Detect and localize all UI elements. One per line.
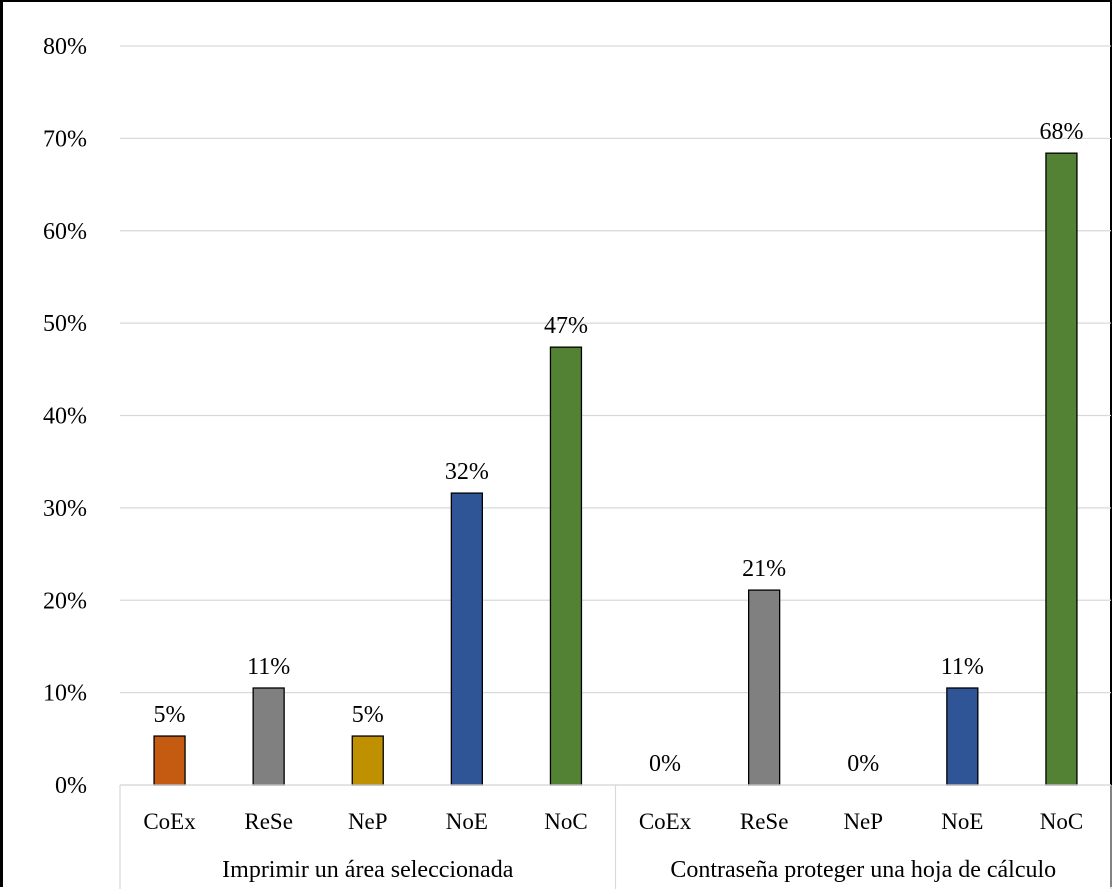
- bar-noe: [946, 687, 979, 786]
- data-label: 47%: [544, 313, 588, 339]
- x-group-label: Contraseña proteger una hoja de cálculo: [670, 857, 1056, 883]
- x-category-label: NoE: [941, 809, 983, 834]
- x-category-label: NoC: [544, 809, 587, 834]
- bar-chart: 0% 10% 20% 30% 40% 50% 60% 70% 80% 5% 11% 5% 32% 47%…: [43, 34, 1112, 889]
- x-category-label: NeP: [843, 809, 883, 834]
- data-label: 5%: [352, 702, 384, 728]
- y-tick-label: 50%: [43, 311, 87, 337]
- x-group-label: Imprimir un área seleccionada: [222, 857, 514, 883]
- bar-noc: [549, 346, 583, 786]
- y-tick-label: 30%: [43, 496, 87, 522]
- x-category-label: CoEx: [639, 809, 692, 834]
- bar-noe: [450, 492, 484, 786]
- bar-nep: [351, 735, 384, 786]
- data-label: 11%: [941, 654, 984, 680]
- y-tick-label: 20%: [43, 588, 87, 614]
- bar-rese: [748, 589, 781, 786]
- x-category-label: ReSe: [740, 809, 789, 834]
- y-tick-label: 60%: [43, 219, 87, 245]
- y-tick-label: 70%: [43, 126, 87, 152]
- bar-coex: [153, 735, 186, 786]
- x-category-label: NoC: [1040, 809, 1083, 834]
- data-labels: 5% 11% 5% 32% 47% 0% 21% 0% 11% 68%: [154, 119, 1084, 777]
- y-axis-ticks: 0% 10% 20% 30% 40% 50% 60% 70% 80%: [43, 34, 87, 799]
- x-category-label: CoEx: [143, 809, 196, 834]
- y-tick-label: 40%: [43, 404, 87, 430]
- data-label: 0%: [847, 751, 879, 777]
- x-axis: CoEx ReSe NeP NoE NoC Imprimir un área selecc…: [119, 784, 1112, 889]
- bar-rese: [252, 687, 285, 786]
- y-tick-label: 10%: [43, 681, 87, 707]
- data-label: 32%: [445, 459, 489, 485]
- data-label: 0%: [649, 751, 681, 777]
- data-label: 21%: [742, 556, 786, 582]
- gridlines: [120, 45, 1111, 786]
- data-label: 11%: [247, 654, 290, 680]
- data-label: 5%: [154, 702, 186, 728]
- bars: [153, 152, 1078, 786]
- bar-noc: [1045, 152, 1078, 786]
- x-category-label: NeP: [348, 809, 388, 834]
- x-category-label: ReSe: [244, 809, 293, 834]
- y-tick-label: 80%: [43, 34, 87, 60]
- data-label: 68%: [1039, 119, 1083, 145]
- x-category-label: NoE: [446, 809, 488, 834]
- y-tick-label: 0%: [55, 773, 87, 799]
